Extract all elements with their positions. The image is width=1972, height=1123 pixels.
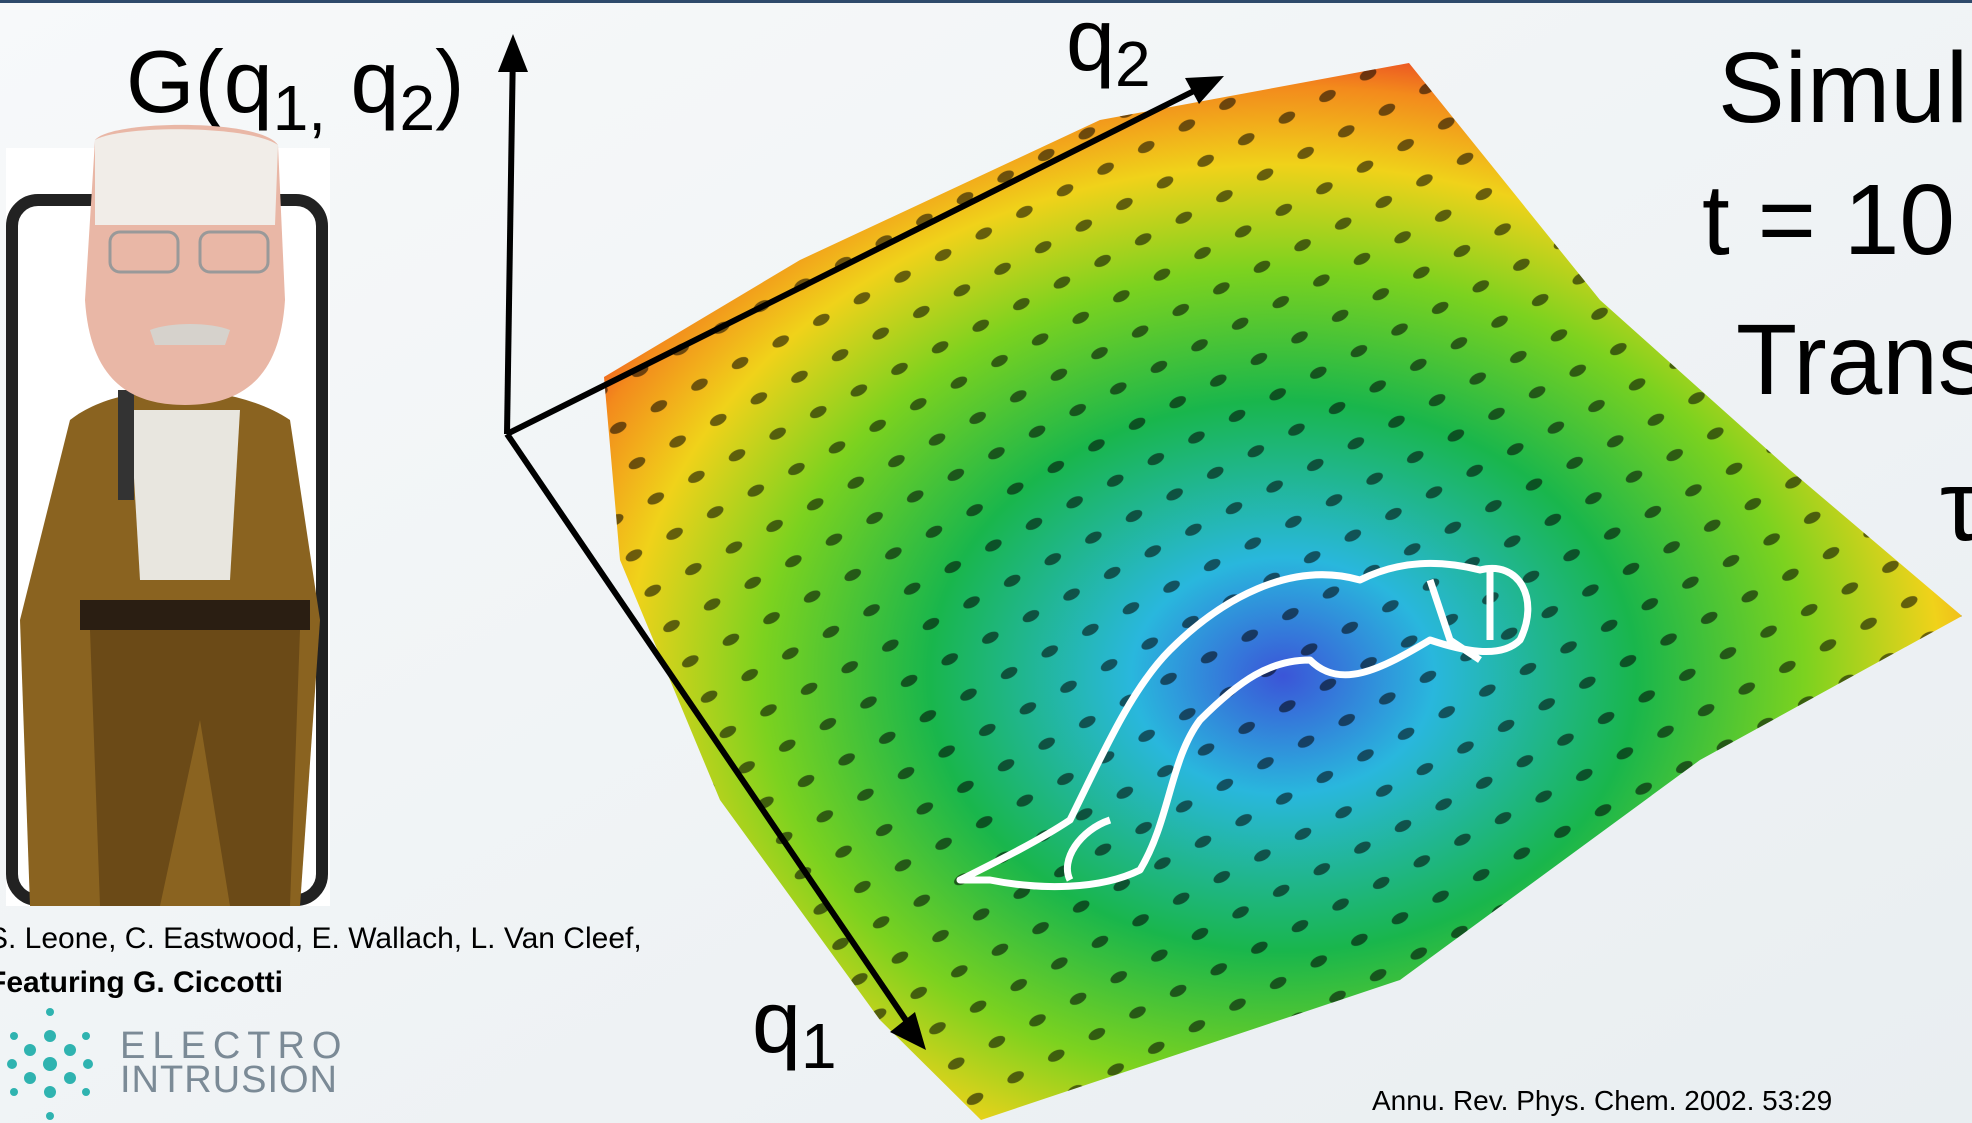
axis-label-g: G(q1, q2) (126, 32, 464, 144)
label-part: G(q (126, 32, 273, 131)
axis-q1 (504, 432, 921, 1040)
axis-g (504, 45, 516, 435)
arrowhead (498, 34, 528, 72)
logo-text: ELECTRO (120, 1025, 348, 1067)
label-sub: 1 (801, 1010, 837, 1082)
axis-q2 (505, 80, 1212, 437)
axes (504, 45, 1212, 1040)
axis-label-q2: q2 (1066, 0, 1151, 100)
energy-landscape (604, 63, 1962, 1120)
credits: S. Leone, C. Eastwood, E. Wallach, L. Va… (0, 922, 642, 955)
logo-mark (7, 1008, 93, 1120)
title-line: Trans (1736, 304, 1972, 416)
axis-label-q1: q1 (752, 972, 837, 1082)
label-part: ) (435, 32, 464, 131)
arrowhead (1185, 76, 1224, 104)
credits: Featuring G. Ciccotti (0, 966, 283, 999)
citation: Annu. Rev. Phys. Chem. 2002. 53:29 (1372, 1085, 1832, 1116)
label-sub: 2 (399, 72, 435, 144)
logo-text: INTRUSION (120, 1059, 338, 1101)
label-sub: 1, (273, 72, 326, 144)
title-line: Simul (1718, 32, 1968, 144)
title-line: t = 10 (1702, 164, 1955, 276)
title-line: τ (1940, 450, 1972, 562)
trajectory (956, 559, 1532, 891)
arrowhead (890, 1012, 926, 1050)
label-part: q (326, 32, 399, 131)
label-part: q (752, 972, 801, 1071)
top-border (0, 0, 1972, 3)
poster-image (6, 124, 330, 906)
label-part: q (1066, 0, 1115, 89)
label-sub: 2 (1115, 28, 1151, 100)
